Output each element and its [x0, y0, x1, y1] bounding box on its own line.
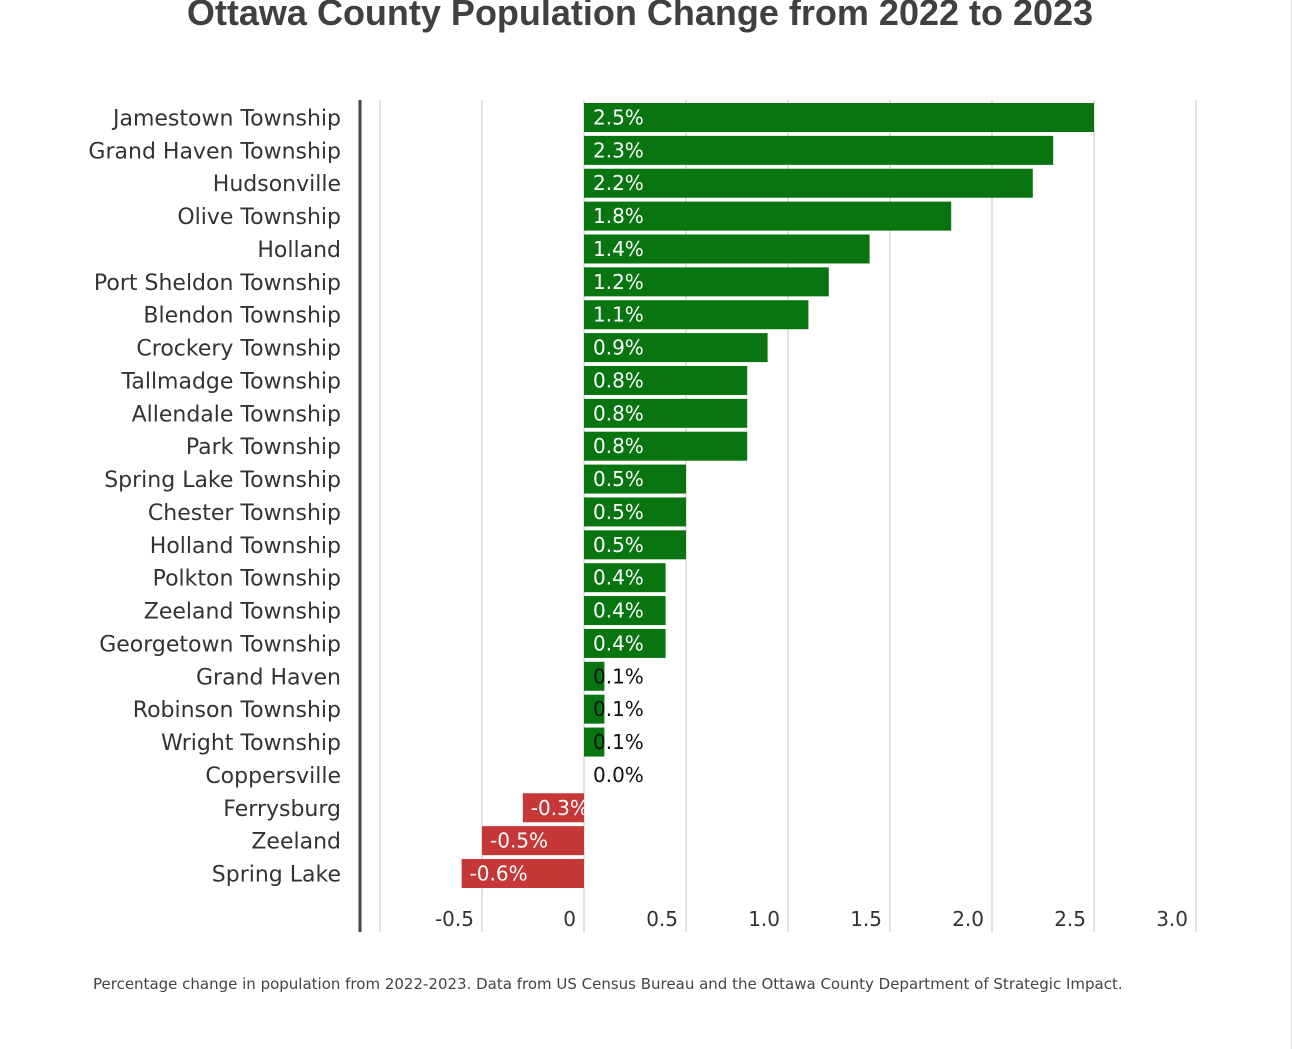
bars: [461, 103, 1094, 889]
bar: [584, 727, 605, 757]
value-label: 0.8%: [593, 401, 644, 425]
x-tick-label: -0.5: [435, 907, 474, 931]
value-label: 1.4%: [593, 237, 644, 261]
category-label: Wright Township: [161, 731, 341, 756]
category-label: Zeeland: [251, 830, 341, 855]
category-label: Georgetown Township: [99, 632, 341, 657]
bar: [584, 103, 1094, 132]
bar: [584, 365, 748, 395]
x-tick-label: 3.0: [1156, 907, 1188, 931]
value-label: 0.5%: [593, 500, 644, 524]
bar-chart: Jamestown Township Grand Haven Township Hu…: [88, 100, 1197, 932]
bar: [584, 596, 666, 626]
value-label: 0.0%: [593, 763, 644, 787]
x-tick-labels: -0.5 0 0.5 1.0 1.5 2.0 2.5 3.0: [435, 907, 1188, 931]
category-label: Blendon Township: [143, 304, 341, 329]
category-label: Olive Township: [177, 205, 341, 230]
bar: [584, 628, 666, 658]
bar: [584, 464, 686, 494]
category-labels: Jamestown Township Grand Haven Township Hu…: [88, 107, 341, 888]
x-tick-label: 2.5: [1054, 907, 1086, 931]
bar: [522, 793, 584, 823]
category-label: Grand Haven Township: [88, 139, 341, 164]
value-label: -0.6%: [470, 862, 528, 886]
value-label: 0.4%: [593, 599, 644, 623]
category-label: Holland: [257, 238, 341, 263]
bar: [584, 431, 748, 461]
category-label: Zeeland Township: [144, 600, 341, 625]
category-label: Chester Township: [148, 501, 341, 526]
category-label: Spring Lake Township: [104, 468, 341, 493]
value-label: 0.8%: [593, 368, 644, 392]
category-label: Robinson Township: [133, 698, 341, 723]
bar: [584, 333, 768, 363]
category-label: Coppersville: [205, 764, 341, 789]
category-label: Holland Township: [150, 534, 341, 559]
value-label: 0.4%: [593, 566, 644, 590]
category-label: Allendale Township: [132, 402, 341, 427]
chart-title: Ottawa County Population Change from 202…: [186, 0, 1094, 33]
category-label: Polkton Township: [153, 567, 341, 592]
value-label: -0.5%: [490, 829, 548, 853]
bar: [584, 398, 748, 428]
value-label: 2.2%: [593, 171, 644, 195]
value-label: 1.2%: [593, 270, 644, 294]
value-label: 0.5%: [593, 533, 644, 557]
category-label: Spring Lake: [212, 863, 341, 888]
value-labels: 2.5% 2.3% 2.2% 1.8% 1.4% 1.2% 1.1% 0.9% 0.8% 0.8%…: [470, 106, 644, 886]
value-label: 0.1%: [593, 697, 644, 721]
x-tick-label: 0.5: [646, 907, 678, 931]
category-label: Grand Haven: [196, 665, 341, 690]
bar: [584, 497, 686, 527]
category-label: Hudsonville: [213, 172, 341, 197]
bar: [584, 168, 1033, 198]
value-label: 0.8%: [593, 434, 644, 458]
category-label: Tallmadge Township: [121, 369, 341, 394]
value-label: 0.4%: [593, 631, 644, 655]
bar: [584, 661, 605, 691]
value-label: 0.5%: [593, 467, 644, 491]
category-label: Crockery Township: [136, 337, 341, 362]
bar: [584, 234, 870, 264]
x-tick-label: 1.0: [748, 907, 780, 931]
category-label: Jamestown Township: [111, 107, 341, 132]
chart-caption: Percentage change in population from 202…: [93, 975, 1123, 993]
value-label: 0.1%: [593, 664, 644, 688]
value-label: -0.3%: [531, 796, 589, 820]
category-label: Ferrysburg: [223, 797, 341, 822]
value-label: 1.8%: [593, 204, 644, 228]
value-label: 0.1%: [593, 730, 644, 754]
bar: [584, 267, 829, 297]
category-label: Park Township: [186, 435, 341, 460]
bar: [584, 530, 686, 560]
bar: [584, 563, 666, 593]
value-label: 2.5%: [593, 106, 644, 130]
value-label: 0.9%: [593, 336, 644, 360]
bar: [482, 826, 584, 856]
bar: [584, 201, 952, 231]
bar: [584, 694, 605, 724]
bar: [584, 300, 809, 330]
value-label: 2.3%: [593, 138, 644, 162]
x-tick-label: 0: [563, 907, 576, 931]
bar: [584, 135, 1054, 165]
x-tick-label: 1.5: [850, 907, 882, 931]
category-label: Port Sheldon Township: [94, 271, 341, 296]
x-tick-label: 2.0: [952, 907, 984, 931]
bar: [461, 859, 584, 889]
value-label: 1.1%: [593, 303, 644, 327]
